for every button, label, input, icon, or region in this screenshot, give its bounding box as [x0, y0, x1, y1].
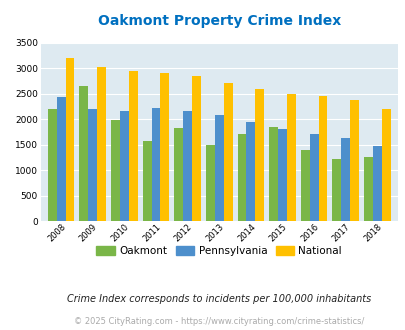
Bar: [309, 134, 318, 221]
Bar: [57, 97, 66, 221]
Bar: [372, 146, 381, 221]
Legend: Oakmont, Pennsylvania, National: Oakmont, Pennsylvania, National: [92, 242, 345, 260]
Bar: [246, 122, 255, 221]
Bar: [183, 111, 192, 221]
Bar: [205, 145, 214, 221]
Bar: [223, 82, 232, 221]
Bar: [151, 108, 160, 221]
Bar: [97, 67, 106, 221]
Bar: [79, 86, 88, 221]
Bar: [143, 141, 151, 221]
Bar: [192, 76, 200, 221]
Bar: [318, 96, 326, 221]
Text: Oakmont Property Crime Index: Oakmont Property Crime Index: [97, 15, 340, 28]
Bar: [237, 134, 246, 221]
Bar: [349, 100, 358, 221]
Bar: [332, 159, 341, 221]
Bar: [277, 129, 286, 221]
Bar: [174, 128, 183, 221]
Bar: [160, 74, 169, 221]
Bar: [214, 115, 223, 221]
Bar: [341, 138, 349, 221]
Bar: [300, 150, 309, 221]
Bar: [111, 120, 119, 221]
Bar: [119, 111, 128, 221]
Bar: [66, 58, 74, 221]
Bar: [128, 71, 137, 221]
Bar: [255, 89, 264, 221]
Text: © 2025 CityRating.com - https://www.cityrating.com/crime-statistics/: © 2025 CityRating.com - https://www.city…: [74, 317, 364, 326]
Bar: [48, 109, 57, 221]
Bar: [381, 109, 390, 221]
Bar: [88, 109, 97, 221]
Bar: [363, 157, 372, 221]
Text: Crime Index corresponds to incidents per 100,000 inhabitants: Crime Index corresponds to incidents per…: [67, 294, 371, 304]
Bar: [286, 94, 295, 221]
Bar: [269, 127, 277, 221]
